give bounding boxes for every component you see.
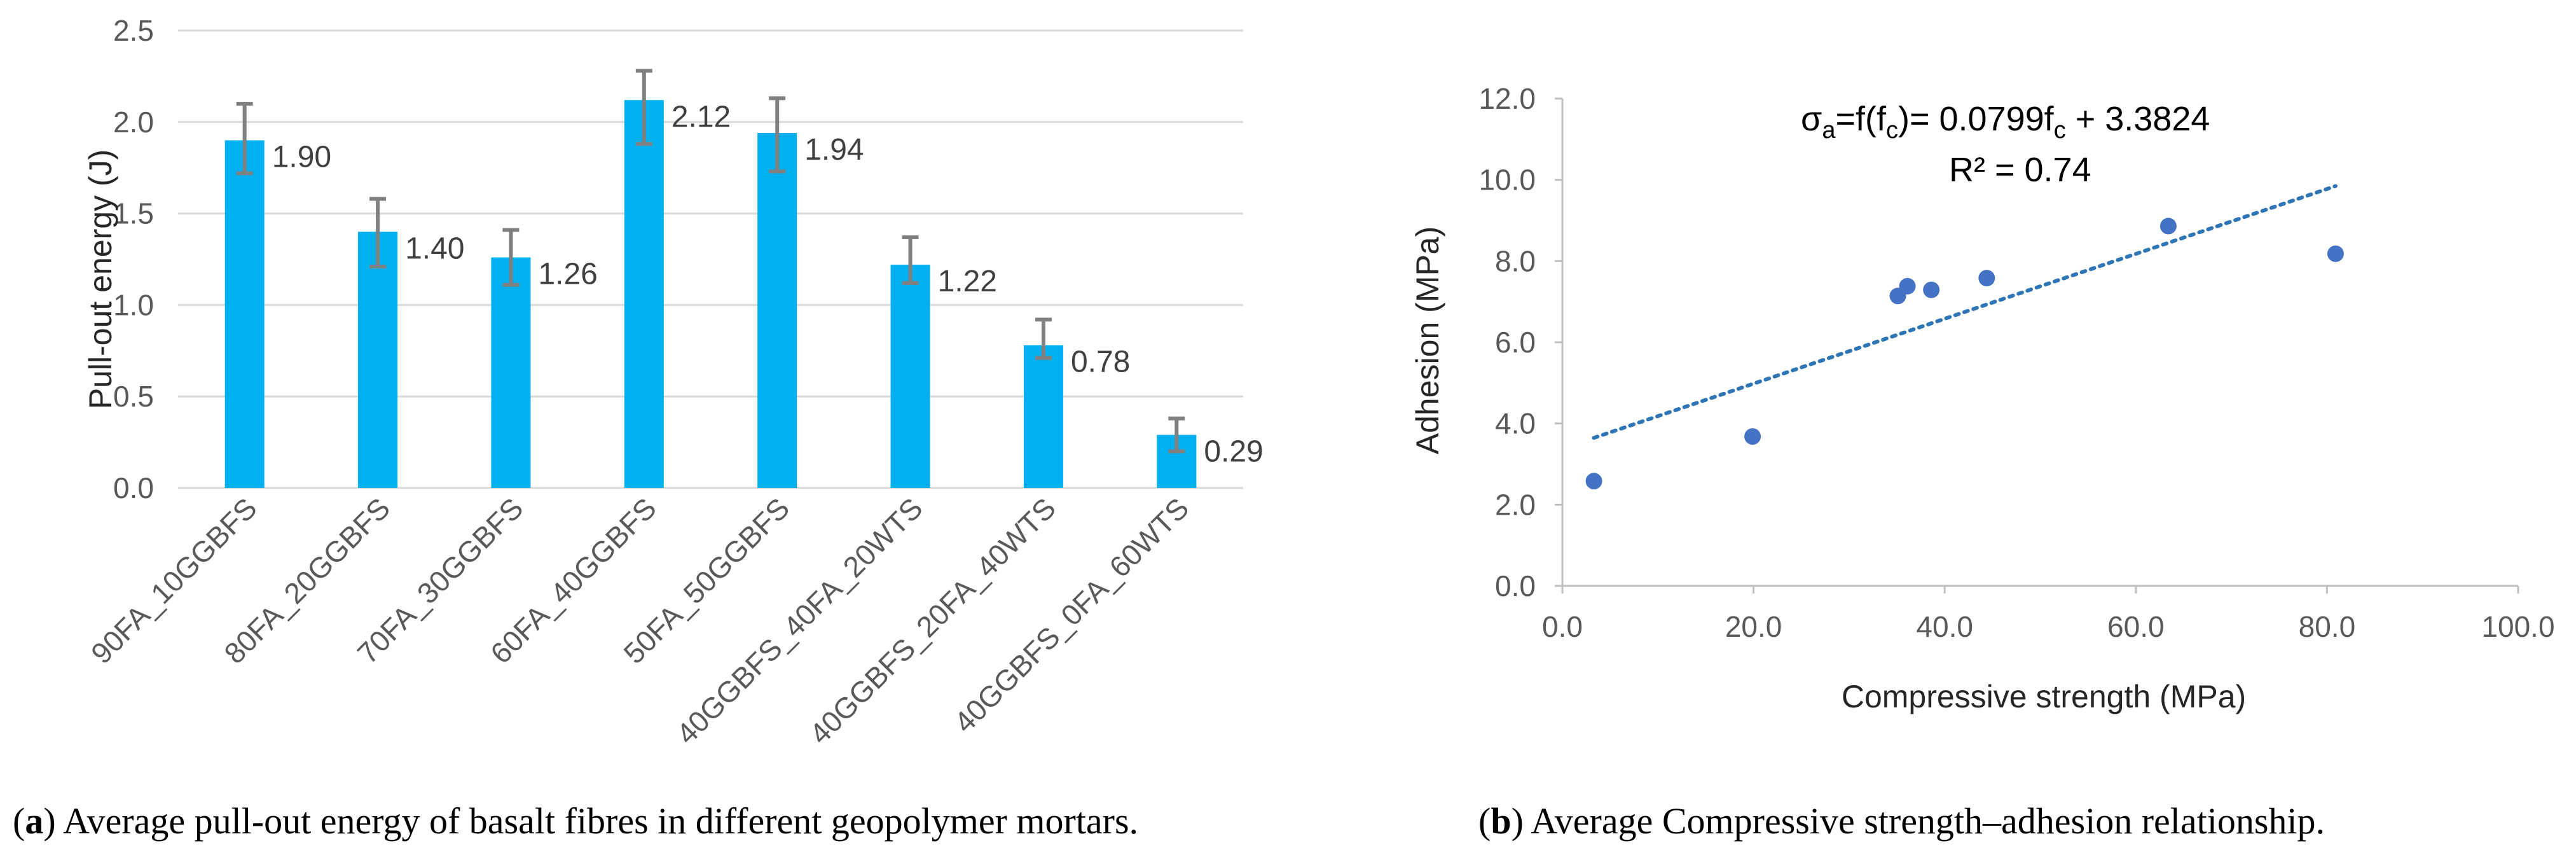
scatter-y-tick-label: 12.0 — [1478, 82, 1536, 115]
bar — [757, 133, 797, 488]
bar-data-label: 1.90 — [272, 141, 331, 174]
bar-data-label: 0.78 — [1071, 345, 1130, 379]
bar — [358, 232, 398, 488]
scatter-chart-x-ticks: 0.0 20.0 40.0 60.0 80.0 100.0 — [1542, 586, 2555, 643]
bar-chart-y-tick-label: 1.0 — [113, 288, 154, 321]
bar-chart-y-ticks: 0.0 0.5 1.0 1.5 2.0 2.5 — [113, 14, 154, 504]
bar-data-label: 0.29 — [1204, 435, 1263, 469]
bar-chart-x-tick-label: 40GGBFS_20FA_40WTS — [803, 491, 1062, 750]
bar — [890, 265, 930, 488]
bar-chart-y-axis-label: Pull-out energy (J) — [83, 149, 118, 410]
scatter-point — [2159, 218, 2177, 235]
bar-data-label: 1.40 — [405, 232, 464, 265]
scatter-y-tick-label: 0.0 — [1495, 569, 1536, 602]
scatter-chart-trendline — [1592, 184, 2338, 440]
scatter-point — [1923, 281, 1940, 298]
bar-data-label: 1.26 — [538, 258, 597, 291]
scatter-x-tick-label: 20.0 — [1725, 610, 1782, 643]
bar-chart-x-tick-label: 40GGBFS_0FA_60WTS — [947, 491, 1195, 739]
bar-chart-y-tick-label: 2.5 — [113, 14, 154, 47]
bar-chart-y-tick-label: 0.0 — [113, 471, 154, 504]
scatter-point — [1978, 270, 1995, 287]
bar-chart-panel: 0.00.51.01.52.02.5 1.901.401.262.121.941… — [13, 14, 1264, 842]
scatter-chart-caption: (b) Average Compressive strength–adhesio… — [1478, 800, 2325, 842]
bar-chart-y-tick-label: 2.0 — [113, 106, 154, 139]
bar-data-label: 1.22 — [938, 265, 997, 298]
scatter-y-tick-label: 2.0 — [1495, 488, 1536, 521]
scatter-y-tick-label: 4.0 — [1495, 407, 1536, 440]
bar-chart-caption: (a) Average pull-out energy of basalt fi… — [13, 800, 1138, 842]
bar — [491, 257, 531, 488]
bar-data-label: 2.12 — [672, 100, 731, 134]
scatter-point — [1899, 277, 1916, 295]
scatter-chart-points — [1585, 218, 2344, 490]
scatter-y-tick-label: 8.0 — [1495, 244, 1536, 277]
scatter-chart-y-axis-label: Adhesion (MPa) — [1410, 226, 1445, 455]
bar-chart-error-bars — [236, 69, 1185, 454]
bar — [624, 100, 664, 489]
scatter-y-tick-label: 6.0 — [1495, 326, 1536, 359]
trendline-equation: σa=f(fc)= 0.0799fc + 3.3824 — [1801, 100, 2210, 144]
scatter-point — [1744, 428, 1761, 445]
scatter-x-tick-label: 0.0 — [1542, 610, 1583, 643]
scatter-chart-panel: 0.0 2.0 4.0 6.0 8.0 10.0 12.0 0.0 20.0 40.0 60.0 8… — [1410, 82, 2555, 842]
trendline — [1592, 184, 2338, 440]
bar-chart-data-labels: 1.90 1.40 1.26 2.12 1.94 1.22 0.78 0.29 — [272, 100, 1264, 468]
bar-chart-bars — [224, 100, 1197, 489]
bar-chart-gridlines — [178, 29, 1243, 489]
scatter-chart-x-axis-label: Compressive strength (MPa) — [1842, 679, 2246, 714]
bar-chart-y-tick-label: 0.5 — [113, 380, 154, 413]
bar-data-label: 1.94 — [804, 133, 864, 167]
scatter-x-tick-label: 40.0 — [1916, 610, 1973, 643]
bar-chart-x-tick-label: 40GGBFS_40FA_20WTS — [670, 491, 928, 750]
scatter-point — [1585, 473, 1602, 490]
r-squared-label: R² = 0.74 — [1949, 151, 2091, 189]
bar-chart-y-tick-label: 1.5 — [113, 197, 154, 230]
scatter-chart-y-ticks: 0.0 2.0 4.0 6.0 8.0 10.0 12.0 — [1478, 82, 1562, 602]
scatter-x-tick-label: 100.0 — [2481, 610, 2554, 643]
bar-chart-x-ticks: 90FA_10GGBFS80FA_20GGBFS70FA_30GGBFS60FA… — [85, 491, 1195, 750]
scatter-y-tick-label: 10.0 — [1478, 163, 1536, 197]
bar — [224, 140, 265, 488]
scatter-x-tick-label: 80.0 — [2299, 610, 2356, 643]
scatter-x-tick-label: 60.0 — [2107, 610, 2165, 643]
scatter-point — [2327, 245, 2344, 262]
bar — [1023, 345, 1063, 488]
